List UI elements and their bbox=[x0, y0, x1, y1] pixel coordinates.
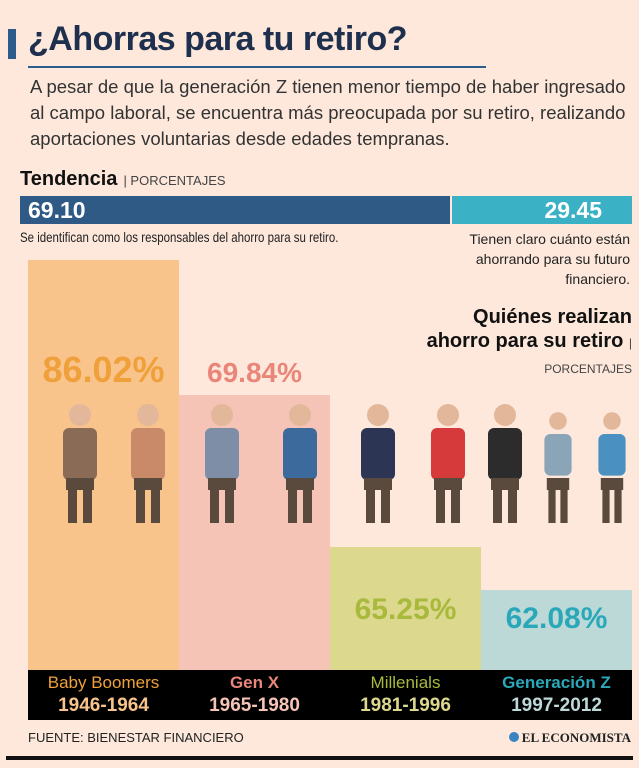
person-figure bbox=[431, 404, 465, 523]
generation-name: Baby Boomers bbox=[47, 673, 160, 692]
title-accent bbox=[8, 29, 16, 59]
trend-title: Tendencia bbox=[20, 168, 118, 190]
generation-name: Millenials bbox=[370, 673, 441, 692]
trend-caption-b: Tienen claro cuánto están ahorrando para… bbox=[469, 231, 630, 287]
generation-years: 1965-1980 bbox=[209, 695, 300, 716]
person-figure bbox=[63, 404, 97, 523]
trend-subtitle: | PORCENTAJES bbox=[123, 173, 226, 188]
person-figure bbox=[205, 404, 239, 523]
bottom-rule bbox=[6, 756, 633, 760]
generation-labels-band: Baby Boomers 1946-1964 Gen X 1965-1980 Mille… bbox=[28, 670, 632, 720]
generation-label: Gen X 1965-1980 bbox=[179, 670, 330, 720]
intro-text: A pesar de que la generación Z tienen me… bbox=[30, 76, 626, 149]
bar-millenials bbox=[330, 547, 481, 670]
bar-value-label: 65.25% bbox=[355, 593, 457, 626]
source-note: FUENTE: BIENESTAR FINANCIERO bbox=[28, 730, 244, 745]
person-figure bbox=[131, 404, 165, 523]
bar-generación-z bbox=[481, 590, 632, 670]
generation-name: Generación Z bbox=[502, 673, 611, 692]
bar-value-label: 62.08% bbox=[506, 602, 608, 635]
trend-bar-clear: 29.45 bbox=[452, 196, 632, 224]
chart-heading: Quiénes realizan ahorro para su retiro |… bbox=[420, 305, 632, 381]
person-figure bbox=[544, 412, 572, 523]
brand-name: EL ECONOMISTA bbox=[521, 730, 631, 745]
generation-label: Generación Z 1997-2012 bbox=[481, 670, 632, 720]
person-figure bbox=[488, 404, 522, 523]
generation-years: 1997-2012 bbox=[511, 695, 602, 716]
chart-subtitle: | PORCENTAJES bbox=[544, 336, 632, 376]
trend-caption-a: Se identifican como los responsables del… bbox=[20, 229, 339, 245]
person-figure bbox=[598, 412, 626, 523]
page-title: ¿Ahorras para tu retiro? bbox=[28, 20, 408, 58]
generation-years: 1946-1964 bbox=[58, 695, 149, 716]
person-figure bbox=[361, 404, 395, 523]
generation-label: Baby Boomers 1946-1964 bbox=[28, 670, 179, 720]
chart-title: Quiénes realizan ahorro para su retiro bbox=[426, 306, 632, 352]
trend-bar-responsible: 69.10 bbox=[20, 196, 450, 224]
generation-label: Millenials 1981-1996 bbox=[330, 670, 481, 720]
trend-heading: Tendencia | PORCENTAJES bbox=[20, 168, 226, 191]
generation-years: 1981-1996 bbox=[360, 695, 451, 716]
logo-icon bbox=[508, 732, 519, 742]
title-underline bbox=[28, 66, 486, 68]
generation-name: Gen X bbox=[229, 673, 280, 692]
brand-logo: EL ECONOMISTA bbox=[508, 730, 631, 746]
bar-value-label: 86.02% bbox=[42, 349, 164, 390]
bar-value-label: 69.84% bbox=[207, 357, 302, 388]
person-figure bbox=[283, 404, 317, 523]
